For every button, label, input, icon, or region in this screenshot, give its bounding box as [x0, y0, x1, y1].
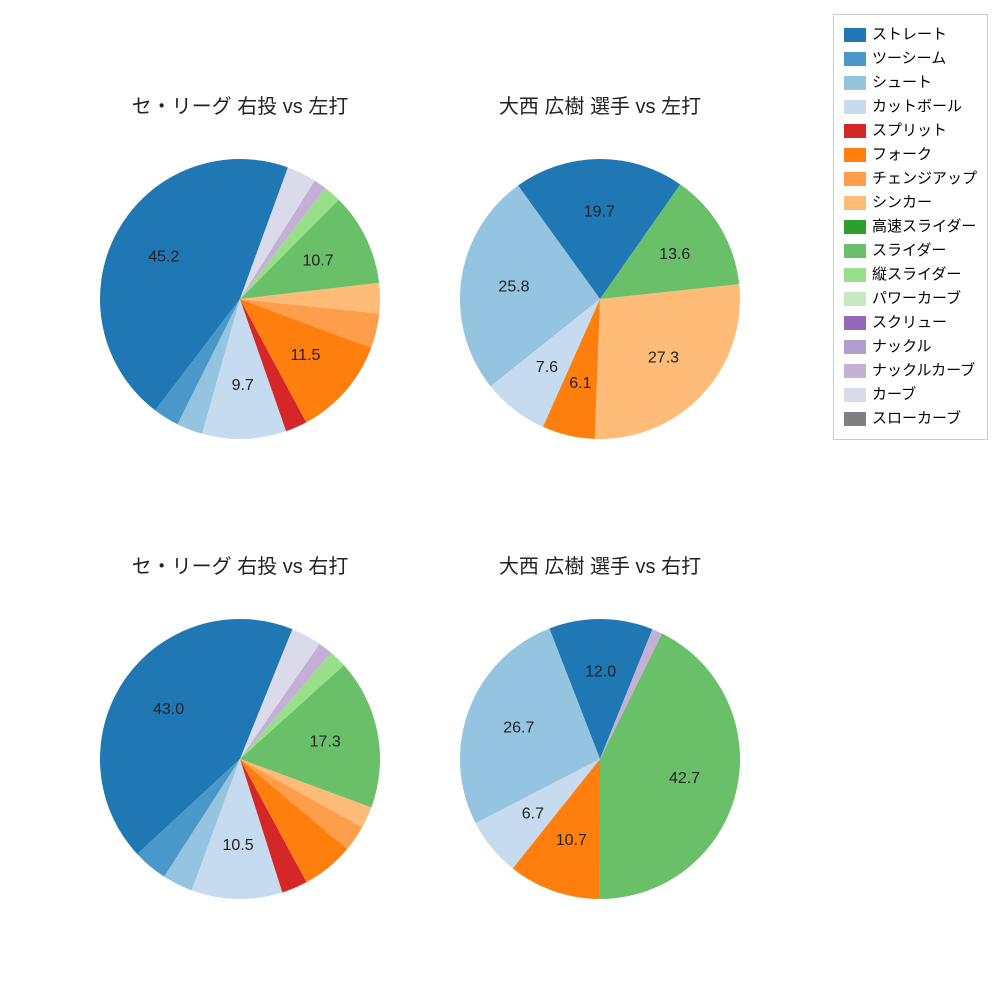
legend-swatch	[844, 76, 866, 90]
pie-title: 大西 広樹 選手 vs 右打	[440, 550, 760, 579]
slice-label: 10.7	[556, 832, 587, 849]
slice-label: 43.0	[153, 701, 184, 718]
legend-swatch	[844, 196, 866, 210]
legend-swatch	[844, 52, 866, 66]
legend-item: フォーク	[844, 143, 977, 167]
legend-swatch	[844, 220, 866, 234]
legend-item: ナックルカーブ	[844, 359, 977, 383]
legend-label: スプリット	[872, 119, 947, 143]
slice-label: 17.3	[310, 734, 341, 751]
slice-label: 7.6	[536, 359, 558, 376]
legend-item: ツーシーム	[844, 47, 977, 71]
slice-label: 6.7	[522, 805, 544, 822]
legend-item: シンカー	[844, 191, 977, 215]
legend-item: 縦スライダー	[844, 263, 977, 287]
legend-swatch	[844, 412, 866, 426]
legend-item: カーブ	[844, 383, 977, 407]
slice-label: 9.7	[232, 377, 254, 394]
legend-label: スローカーブ	[872, 407, 961, 431]
slice-label: 12.0	[585, 663, 616, 680]
pie-svg: 12.0 26.7 6.7 10.7 42.7	[440, 589, 780, 929]
legend-swatch	[844, 172, 866, 186]
pie-panel: 大西 広樹 選手 vs 右打 12.0 26.7 6.7 10.7 42.7	[440, 550, 760, 970]
legend-swatch	[844, 364, 866, 378]
legend-label: スライダー	[872, 239, 946, 263]
legend-label: スクリュー	[872, 311, 947, 335]
legend-swatch	[844, 268, 866, 282]
legend-swatch	[844, 100, 866, 114]
pie-title: 大西 広樹 選手 vs 左打	[440, 90, 760, 119]
pie-svg: 19.7 25.8 7.6 6.1 27.3 13.6	[440, 129, 780, 469]
legend-swatch	[844, 244, 866, 258]
legend-label: カーブ	[872, 383, 916, 407]
slice-label: 26.7	[503, 719, 534, 736]
legend-swatch	[844, 292, 866, 306]
legend-swatch	[844, 124, 866, 138]
legend-swatch	[844, 316, 866, 330]
legend-label: シンカー	[872, 191, 932, 215]
legend-item: チェンジアップ	[844, 167, 977, 191]
legend-item: スローカーブ	[844, 407, 977, 431]
legend-label: パワーカーブ	[872, 287, 961, 311]
charts-grid: セ・リーグ 右投 vs 左打 45.2 9.7 11.5 10.7 大西 広樹 選手 vs…	[40, 60, 760, 960]
legend-label: フォーク	[872, 143, 932, 167]
legend-label: 縦スライダー	[872, 263, 961, 287]
slice-label: 11.5	[290, 347, 320, 364]
legend-item: シュート	[844, 71, 977, 95]
legend-item: ナックル	[844, 335, 977, 359]
legend-label: シュート	[872, 71, 932, 95]
legend-label: ツーシーム	[872, 47, 946, 71]
legend-item: スライダー	[844, 239, 977, 263]
slice-label: 25.8	[498, 279, 529, 296]
legend-item: ストレート	[844, 23, 977, 47]
slice-label: 42.7	[669, 770, 700, 787]
legend-label: 高速スライダー	[872, 215, 976, 239]
pie-panel: セ・リーグ 右投 vs 右打 43.0 10.5 17.3	[80, 550, 400, 970]
legend: ストレートツーシームシュートカットボールスプリットフォークチェンジアップシンカー…	[833, 14, 988, 440]
pie-title: セ・リーグ 右投 vs 左打	[80, 90, 400, 119]
slice-label: 19.7	[584, 203, 615, 220]
legend-item: 高速スライダー	[844, 215, 977, 239]
pie-svg: 43.0 10.5 17.3	[80, 589, 420, 929]
legend-swatch	[844, 340, 866, 354]
legend-item: スプリット	[844, 119, 977, 143]
legend-label: カットボール	[872, 95, 962, 119]
slice-label: 10.5	[222, 837, 253, 854]
legend-label: チェンジアップ	[872, 167, 977, 191]
legend-label: ストレート	[872, 23, 947, 47]
slice-label: 27.3	[648, 349, 679, 366]
pie-title: セ・リーグ 右投 vs 右打	[80, 550, 400, 579]
pie-panel: セ・リーグ 右投 vs 左打 45.2 9.7 11.5 10.7	[80, 90, 400, 510]
legend-item: スクリュー	[844, 311, 977, 335]
legend-item: カットボール	[844, 95, 977, 119]
pie-panel: 大西 広樹 選手 vs 左打 19.7 25.8 7.6 6.1 27.3 13.6	[440, 90, 760, 510]
legend-swatch	[844, 388, 866, 402]
slice-label: 13.6	[659, 246, 690, 263]
legend-label: ナックル	[872, 335, 932, 359]
pie-svg: 45.2 9.7 11.5 10.7	[80, 129, 420, 469]
legend-item: パワーカーブ	[844, 287, 977, 311]
legend-swatch	[844, 148, 866, 162]
legend-swatch	[844, 28, 866, 42]
slice-label: 45.2	[148, 249, 179, 266]
legend-label: ナックルカーブ	[872, 359, 975, 383]
slice-label: 10.7	[303, 252, 334, 269]
slice-label: 6.1	[569, 375, 591, 392]
